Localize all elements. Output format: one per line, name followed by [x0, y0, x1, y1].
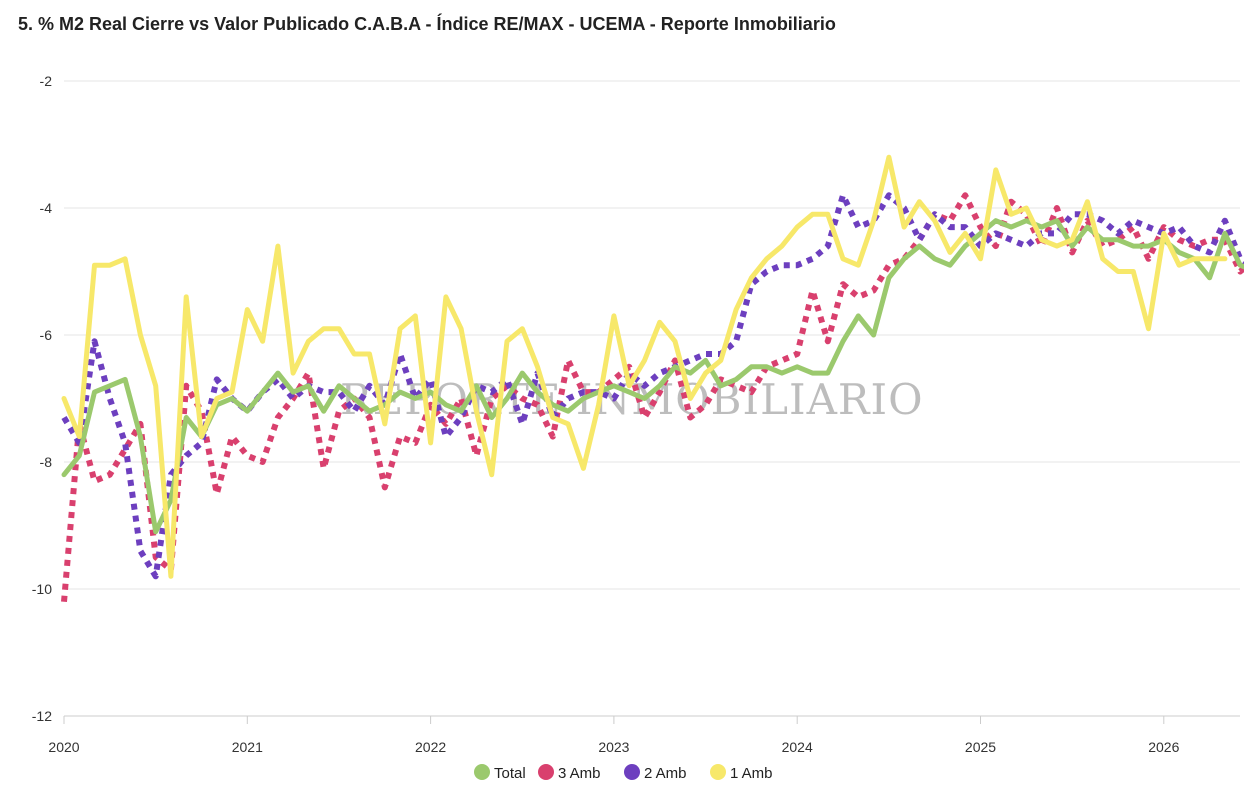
y-tick-label: -4 [40, 200, 53, 216]
legend-swatch [624, 764, 640, 780]
y-tick-label: -6 [40, 327, 53, 343]
legend-item-total[interactable]: Total [474, 764, 526, 782]
y-tick-label: -10 [32, 581, 52, 597]
legend-swatch [538, 764, 554, 780]
x-tick-label: 2023 [598, 739, 629, 755]
legend-item-2-amb[interactable]: 2 Amb [624, 764, 687, 782]
legend-label: 1 Amb [730, 765, 773, 782]
x-tick-label: 2025 [965, 739, 996, 755]
y-tick-label: -8 [40, 454, 53, 470]
legend-label: Total [494, 765, 526, 782]
legend-item-1-amb[interactable]: 1 Amb [710, 764, 773, 782]
x-tick-label: 2020 [48, 739, 79, 755]
x-tick-label: 2022 [415, 739, 446, 755]
chart-title: 5. % M2 Real Cierre vs Valor Publicado C… [18, 14, 836, 34]
y-tick-label: -12 [32, 708, 52, 724]
legend-label: 2 Amb [644, 765, 687, 782]
legend-label: 3 Amb [558, 765, 601, 782]
x-axis-ticks: 2020 2021 2022 2023 2024 2025 2026 [48, 716, 1180, 755]
x-tick-label: 2021 [232, 739, 263, 755]
x-tick-label: 2024 [782, 739, 813, 755]
series-line-1-amb[interactable] [61, 154, 1228, 579]
legend-swatch [710, 764, 726, 780]
series-group [61, 154, 1244, 602]
legend[interactable]: Total 3 Amb 2 Amb 1 Amb [474, 764, 773, 782]
legend-swatch [474, 764, 490, 780]
y-axis-ticks: -2 -4 -6 -8 -10 -12 [32, 73, 52, 724]
legend-item-3-amb[interactable]: 3 Amb [538, 764, 601, 782]
series-line-total[interactable] [61, 218, 1244, 535]
y-tick-label: -2 [40, 73, 53, 89]
x-tick-label: 2026 [1148, 739, 1179, 755]
